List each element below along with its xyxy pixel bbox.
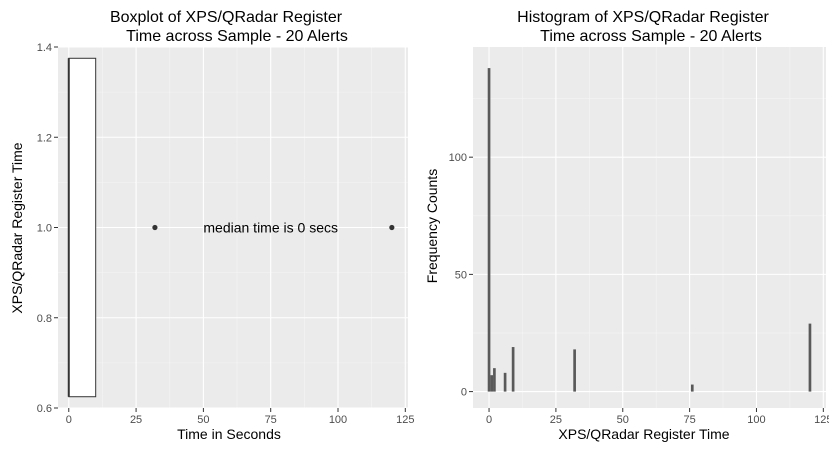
y-tick-label: 100 [449, 152, 467, 164]
x-tick-label: 125 [396, 414, 414, 426]
x-tick-label: 100 [747, 414, 765, 426]
y-tick-label: 0 [461, 387, 467, 399]
y-tick-label: 0.8 [37, 313, 52, 325]
boxplot-title-line2: Time across Sample - 20 Alerts [126, 28, 348, 45]
x-tick-label: 25 [550, 414, 562, 426]
x-tick-label: 0 [66, 414, 72, 426]
boxplot-x-ticks: 0 25 50 75 100 125 [66, 408, 414, 426]
histogram-gridlines [473, 47, 826, 408]
box [68, 57, 97, 398]
x-tick-label: 50 [617, 414, 629, 426]
boxplot-y-ticks: 0.6 0.8 1.0 1.2 1.4 [37, 42, 58, 415]
y-tick-label: 1.4 [37, 42, 52, 54]
histogram-title-line1: Histogram of XPS/QRadar Register [517, 9, 769, 26]
outlier-point [152, 224, 158, 231]
histogram-bar [493, 368, 496, 392]
boxplot-chart: Boxplot of XPS/QRadar Register Time acro… [9, 9, 414, 442]
histogram-chart: Histogram of XPS/QRadar Register Time ac… [424, 9, 829, 442]
boxplot-y-axis-label: XPS/QRadar Register Time [9, 142, 25, 313]
boxplot-x-axis-label: Time in Seconds [177, 426, 281, 442]
histogram-y-ticks: 0 50 100 [449, 152, 473, 399]
x-tick-label: 0 [486, 414, 492, 426]
histogram-bar [487, 68, 491, 392]
boxplot-marks [67, 57, 395, 398]
histogram-title-line2: Time across Sample - 20 Alerts [540, 28, 762, 45]
histogram-bar [511, 347, 515, 392]
outlier-point [389, 224, 395, 231]
histogram-bar [808, 323, 812, 392]
x-tick-label: 50 [197, 414, 209, 426]
x-tick-label: 75 [265, 414, 277, 426]
histogram-x-ticks: 0 25 50 75 100 125 [486, 408, 829, 426]
histogram-bar [503, 372, 507, 392]
y-tick-label: 1.0 [37, 223, 52, 235]
x-tick-label: 125 [814, 414, 829, 426]
boxplot-title-line1: Boxplot of XPS/QRadar Register [110, 9, 343, 26]
x-tick-label: 25 [130, 414, 142, 426]
histogram-bar [490, 375, 494, 392]
median-annotation: median time is 0 secs [203, 220, 338, 236]
y-tick-label: 0.6 [37, 403, 52, 415]
histogram-bars [487, 68, 812, 392]
histogram-y-axis-label: Frequency Counts [424, 169, 440, 283]
histogram-panel [473, 47, 826, 408]
histogram-bar [690, 384, 694, 392]
y-tick-label: 1.2 [37, 132, 52, 144]
x-tick-label: 75 [683, 414, 695, 426]
histogram-bar [573, 349, 576, 392]
histogram-x-axis-label: XPS/QRadar Register Time [558, 426, 729, 442]
y-tick-label: 50 [455, 269, 467, 281]
x-tick-label: 100 [329, 414, 347, 426]
